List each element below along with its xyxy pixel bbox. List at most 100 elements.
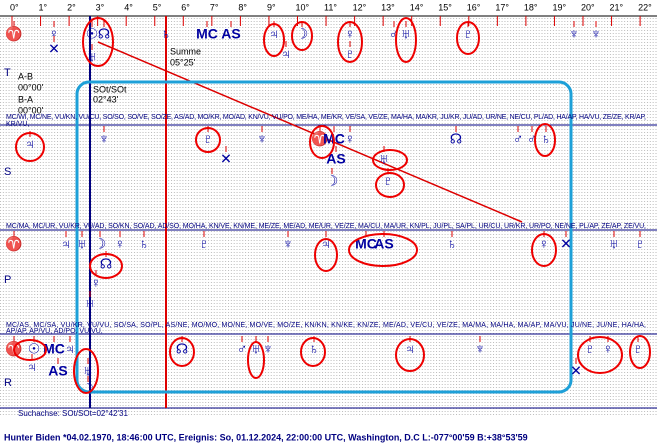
planet-glyph: ☉: [28, 341, 41, 357]
planet-glyph: ♆: [569, 26, 580, 42]
planet-glyph: ♄: [139, 236, 150, 252]
degree-label: 4°: [124, 2, 133, 12]
planet-glyph: ☊: [176, 341, 188, 357]
planet-glyph: ♃: [25, 136, 36, 152]
degree-label: 9°: [267, 2, 276, 12]
planet-glyph: AS: [374, 236, 393, 252]
planet-glyph: MC: [43, 341, 65, 357]
degree-label: 3°: [96, 2, 105, 12]
degree-label: 13°: [381, 2, 395, 12]
row-letter: R: [4, 377, 12, 389]
degree-label: 14°: [410, 2, 424, 12]
planet-glyph: ♅: [87, 49, 98, 65]
planet-glyph: ☉: [86, 26, 99, 42]
midpoint-list: MC/WI, MC/NE, VU/KN, VU/CU, SO/SO, SO/VE…: [6, 114, 646, 121]
highlight-ellipse: [82, 17, 114, 67]
planet-glyph: ♀: [115, 236, 126, 252]
planet-glyph: ♆: [475, 341, 486, 357]
sum-label: Summe: [170, 46, 201, 56]
sum-value: 05°25': [170, 57, 196, 67]
planet-glyph: ♄: [161, 26, 172, 42]
planet-glyph: ♇: [633, 341, 644, 357]
planet-glyph: ✕: [220, 151, 232, 167]
planet-glyph: ♅: [251, 341, 262, 357]
planet-glyph: ✕: [570, 363, 582, 379]
highlight-ellipse: [629, 335, 651, 369]
axis-label: SOt/SOt: [93, 84, 127, 94]
planet-glyph: ♇: [463, 26, 474, 42]
highlight-ellipse: [456, 21, 480, 55]
planet-glyph: ☽: [94, 236, 107, 252]
highlight-ellipse: [73, 348, 99, 394]
highlight-ellipse: [195, 127, 221, 153]
planet-glyph: ♆: [283, 236, 294, 252]
highlight-ellipse: [309, 125, 335, 159]
highlight-ellipse: [372, 149, 408, 171]
planet-glyph: ♈: [5, 236, 22, 253]
planet-glyph: ♃: [405, 341, 416, 357]
planet-glyph: ♇: [199, 236, 210, 252]
planet-glyph: AS: [221, 26, 240, 42]
ab-label: A-B: [18, 71, 33, 81]
planet-glyph: ♆: [99, 131, 110, 147]
ba-label: B-A: [18, 94, 33, 104]
planet-glyph: ♅: [379, 151, 390, 167]
degree-label: 17°: [495, 2, 509, 12]
highlight-ellipse: [263, 23, 285, 57]
planet-glyph: MC: [355, 236, 377, 252]
planet-glyph: ♅: [609, 236, 620, 252]
highlight-ellipse: [375, 172, 405, 198]
planet-glyph: ☊: [100, 256, 112, 272]
planet-glyph: ♇: [383, 173, 394, 189]
footer-info: Hunter Biden *04.02.1970, 18:46:00 UTC, …: [4, 432, 528, 442]
highlight-ellipse: [291, 21, 313, 51]
planet-glyph: ♃: [61, 236, 72, 252]
degree-label: 21°: [610, 2, 624, 12]
planet-glyph: ♄: [309, 341, 320, 357]
highlight-ellipse: [531, 233, 557, 267]
highlight-ellipse: [337, 21, 363, 63]
highlight-ellipse: [395, 17, 417, 63]
highlight-ellipse: [348, 233, 418, 267]
degree-label: 11°: [324, 2, 337, 12]
highlight-ellipse: [534, 123, 556, 157]
midpoint-list: MC/MA, MC/UR, VU/KR, VU/AD, SO/KN, SO/AD…: [6, 223, 646, 230]
highlight-ellipse: [15, 132, 45, 162]
degree-label: 20°: [581, 2, 595, 12]
ba-value: 00°00': [18, 105, 44, 115]
planet-glyph: ♃: [27, 359, 38, 375]
midpoint-list: KR/VU,: [6, 121, 29, 128]
planet-glyph: ♇: [635, 236, 646, 252]
degree-label: 1°: [39, 2, 48, 12]
planet-glyph: ♃: [65, 341, 76, 357]
degree-label: 18°: [524, 2, 538, 12]
planet-glyph: MC: [196, 26, 218, 42]
midpoint-list: AP/AP, AP/VU, AD/PO, VU/VU,: [6, 328, 103, 335]
planet-glyph: ♅: [83, 363, 94, 379]
planet-glyph: ♂: [527, 131, 538, 147]
degree-label: 19°: [552, 2, 566, 12]
highlight-ellipse: [314, 238, 338, 272]
red-connector: [97, 41, 523, 223]
planet-glyph: ✕: [48, 41, 60, 57]
degree-label: 7°: [210, 2, 219, 12]
highlight-ellipse: [89, 253, 123, 279]
degree-label: 0°: [10, 2, 19, 12]
planet-glyph: ♃: [281, 46, 292, 62]
search-axis: Suchachse: SOt/SOt=02°42'31: [18, 409, 128, 418]
planet-glyph: ♂: [389, 26, 400, 42]
degree-label: 6°: [181, 2, 190, 12]
planet-glyph: ♆: [263, 341, 274, 357]
planet-glyph: ♀: [49, 26, 60, 42]
highlight-ellipse: [300, 337, 326, 367]
degree-label: 5°: [153, 2, 162, 12]
planet-glyph: ✕: [560, 236, 572, 252]
degree-label: 12°: [353, 2, 367, 12]
highlight-ellipse: [169, 337, 195, 367]
row-letter: S: [4, 166, 11, 178]
highlight-ellipse: [13, 339, 47, 361]
highlight-ellipse: [395, 338, 425, 372]
planet-glyph: ☊: [450, 131, 462, 147]
planet-glyph: ☽: [326, 173, 339, 189]
highlight-ellipse: [247, 341, 265, 379]
